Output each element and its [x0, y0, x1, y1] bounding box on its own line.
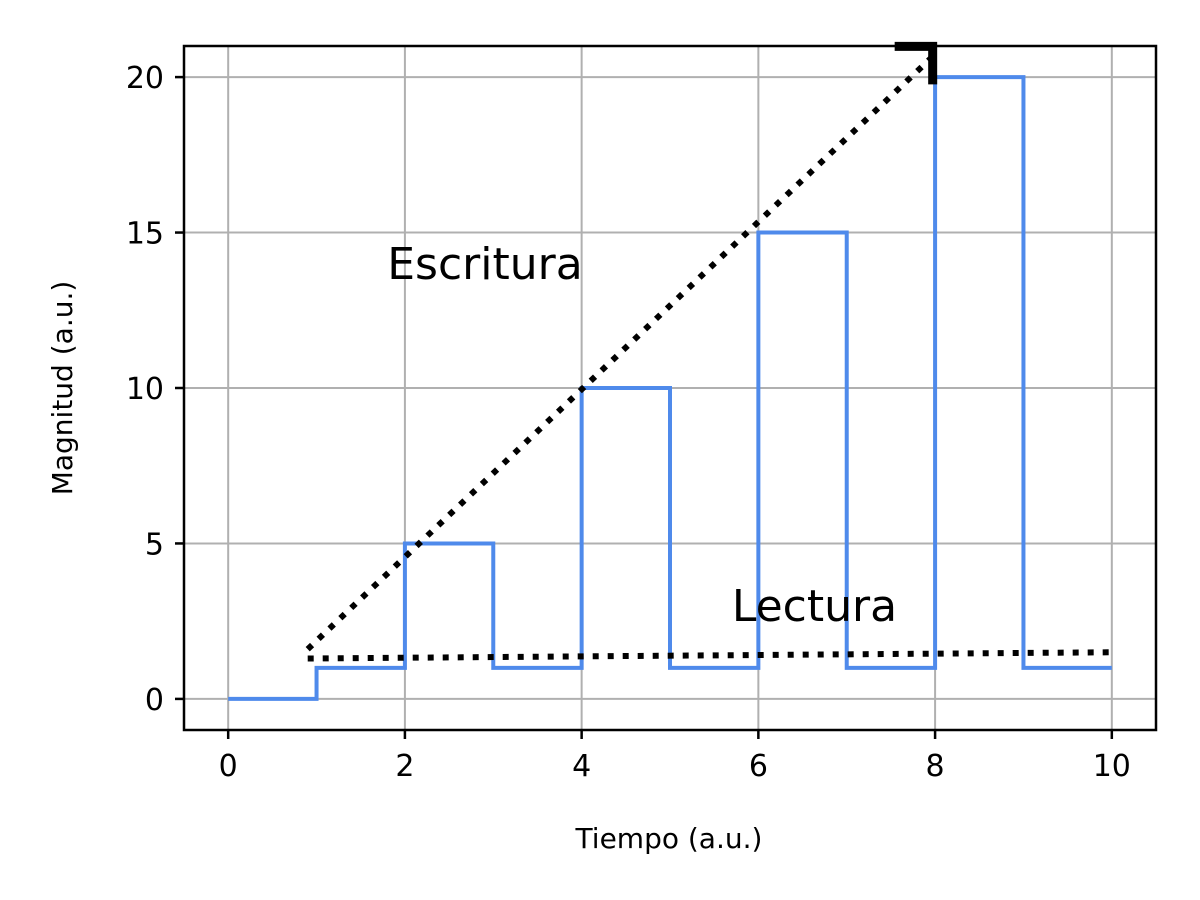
step-series-line — [228, 75, 1112, 701]
y-tick-label: 0 — [145, 683, 164, 718]
x-tick-label: 6 — [749, 749, 768, 784]
y-tick-label: 5 — [145, 527, 164, 562]
data-layer — [228, 41, 1112, 701]
y-tick-label: 15 — [126, 217, 164, 252]
x-axis-label: Tiempo (a.u.) — [575, 822, 763, 855]
annotation-lectura: Lectura — [732, 581, 897, 632]
y-tick-label: 10 — [126, 372, 164, 407]
x-tick-label: 10 — [1093, 749, 1131, 784]
annotation-escritura: Escritura — [387, 239, 582, 290]
x-tick-label: 2 — [395, 749, 414, 784]
x-tick-label: 0 — [219, 749, 238, 784]
arrow-head-marker — [894, 41, 938, 85]
y-axis-label: Magnitud (a.u.) — [46, 281, 79, 496]
x-tick-label: 4 — [572, 749, 591, 784]
trend-line-escritura — [305, 56, 933, 652]
x-tick-label: 8 — [926, 749, 945, 784]
y-tick-label: 20 — [126, 61, 164, 96]
trend-line-lectura — [307, 649, 1112, 662]
tick-layer: 0 2 4 6 8 10 0 5 10 15 20 — [126, 61, 1131, 784]
annotation-layer: Escritura Lectura — [387, 239, 897, 632]
